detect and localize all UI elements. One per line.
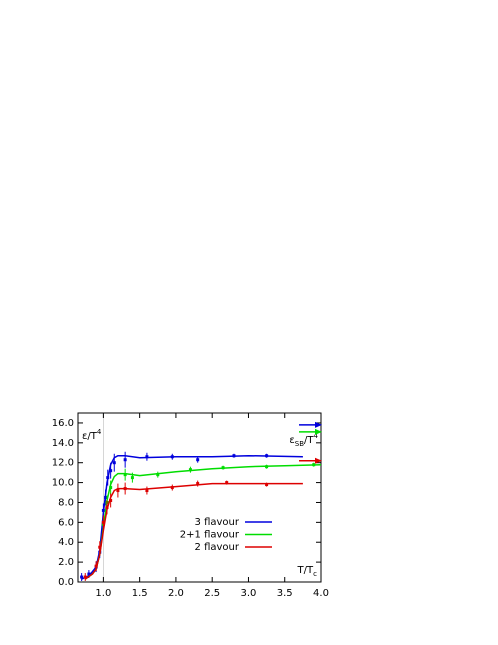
y-tick-label: 2.0 bbox=[58, 557, 74, 568]
y-annotation-part: 4 bbox=[97, 428, 102, 436]
y-tick-label: 6.0 bbox=[58, 517, 74, 528]
y-tick-label: 8.0 bbox=[58, 497, 74, 508]
data-point bbox=[123, 473, 127, 477]
data-point bbox=[94, 564, 98, 568]
sb-arrow-head bbox=[315, 457, 322, 464]
sb-arrow-head bbox=[315, 428, 322, 435]
x-label-part: T/T bbox=[297, 565, 314, 576]
x-tick-label: 1.5 bbox=[132, 588, 148, 599]
data-point bbox=[265, 454, 269, 458]
y-tick-label: 12.0 bbox=[52, 458, 74, 469]
sb-annotation-part: 4 bbox=[314, 432, 319, 440]
data-point bbox=[112, 461, 116, 465]
y-annotation-part: ε/T bbox=[82, 431, 98, 442]
legend-label: 3 flavour bbox=[195, 517, 240, 528]
sb-annotation-part: /T bbox=[304, 435, 314, 446]
data-point bbox=[105, 505, 109, 509]
y-annotation: ε/T4 bbox=[82, 428, 102, 442]
y-tick-label: 14.0 bbox=[52, 438, 74, 449]
data-point bbox=[188, 468, 192, 472]
legend-label: 2+1 flavour bbox=[180, 530, 240, 541]
data-point bbox=[145, 455, 149, 459]
data-point bbox=[312, 463, 316, 467]
data-point bbox=[83, 575, 87, 579]
data-point bbox=[87, 572, 91, 576]
data-point bbox=[106, 476, 110, 480]
x-tick-label: 2.0 bbox=[168, 588, 184, 599]
data-point bbox=[170, 455, 174, 459]
data-point bbox=[123, 458, 127, 462]
data-point bbox=[196, 458, 200, 462]
data-point bbox=[221, 466, 225, 470]
x-tick-label: 4.0 bbox=[313, 588, 329, 599]
x-label-part: c bbox=[313, 570, 317, 578]
data-point bbox=[101, 520, 105, 524]
sb-annotation-part: ε bbox=[289, 435, 294, 446]
data-point bbox=[101, 508, 105, 512]
data-point bbox=[116, 489, 120, 493]
legend-label: 2 flavour bbox=[195, 542, 240, 553]
y-tick-label: 10.0 bbox=[52, 478, 74, 489]
y-tick-label: 0.0 bbox=[58, 577, 74, 588]
x-label: T/Tc bbox=[297, 565, 318, 578]
x-tick-label: 3.0 bbox=[241, 588, 257, 599]
sb-annotation-part: SB bbox=[295, 440, 304, 448]
y-tick-label: 16.0 bbox=[52, 418, 74, 429]
data-point bbox=[265, 483, 269, 487]
data-point bbox=[98, 545, 102, 549]
data-point bbox=[156, 473, 160, 477]
sb-arrow-head bbox=[315, 421, 322, 428]
x-tick-label: 2.5 bbox=[204, 588, 220, 599]
x-tick-label: 1.0 bbox=[95, 588, 111, 599]
data-point bbox=[232, 454, 236, 458]
data-point bbox=[265, 465, 269, 469]
data-point bbox=[109, 486, 113, 490]
y-tick-label: 4.0 bbox=[58, 537, 74, 548]
data-point bbox=[109, 469, 113, 473]
curve bbox=[81, 454, 303, 580]
sb-annotation: εSB/T4 bbox=[289, 432, 318, 448]
data-point bbox=[225, 481, 229, 485]
plot-frame bbox=[77, 412, 322, 583]
curve bbox=[84, 482, 303, 580]
data-point bbox=[145, 489, 149, 493]
data-point bbox=[109, 498, 113, 502]
x-tick-label: 3.5 bbox=[277, 588, 293, 599]
data-point bbox=[196, 482, 200, 486]
data-point bbox=[104, 496, 108, 499]
data-point bbox=[130, 476, 134, 480]
data-point bbox=[123, 487, 127, 491]
data-point bbox=[170, 486, 174, 490]
data-point bbox=[80, 575, 84, 579]
